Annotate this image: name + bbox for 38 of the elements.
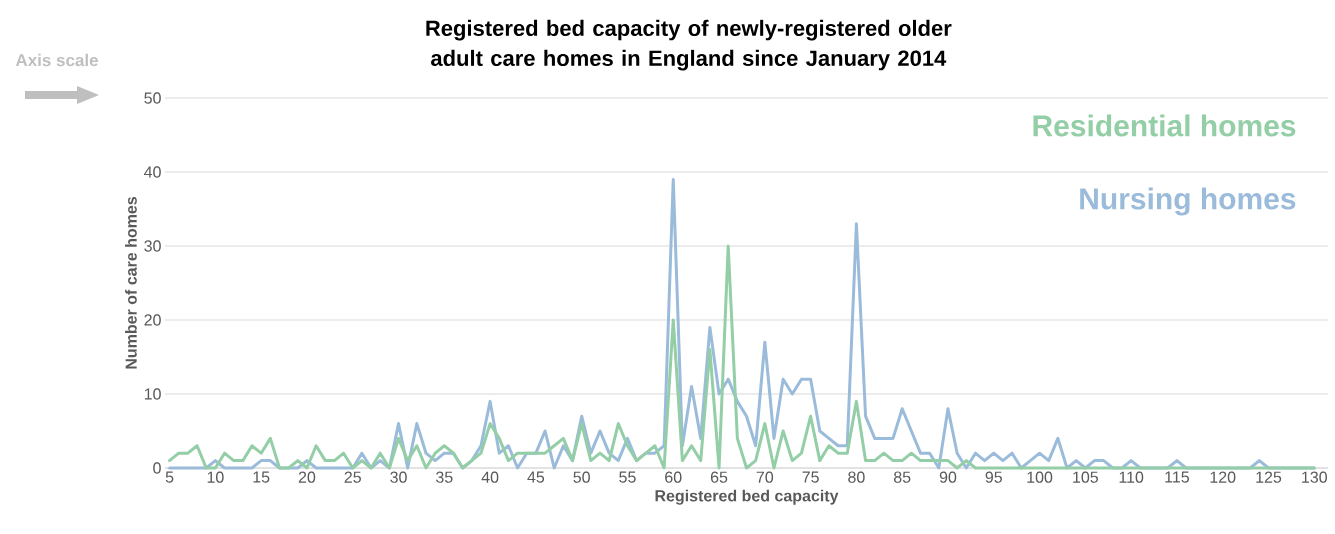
x-tick-label: 20	[298, 471, 316, 483]
x-tick-label: 5	[165, 471, 174, 483]
y-tick-label: 30	[144, 240, 161, 252]
x-tick-label: 30	[390, 471, 407, 483]
x-tick-label: 115	[1165, 471, 1189, 483]
y-axis-title: Number of care homes	[125, 196, 137, 369]
x-tick-label: 130	[1302, 471, 1327, 483]
x-tick-label: 40	[481, 471, 499, 483]
y-tick-label: 40	[144, 166, 161, 178]
y-tick-label: 10	[144, 388, 161, 400]
x-tick-label: 75	[802, 471, 819, 483]
x-tick-label: 80	[848, 471, 865, 483]
x-tick-label: 10	[207, 471, 224, 483]
text: Residential homes	[1033, 114, 1296, 137]
x-tick-label: 45	[527, 471, 545, 483]
x-tick-label: 110	[1119, 471, 1144, 483]
text: Nursing homes	[1080, 187, 1296, 216]
x-tick-label: 125	[1256, 471, 1282, 483]
x-tick-label: 25	[344, 471, 361, 483]
y-tick-label: 20	[144, 314, 161, 326]
y-tick-label: 0	[153, 462, 161, 474]
y-tick-label: 50	[144, 92, 161, 104]
x-tick-label: 60	[665, 471, 682, 483]
x-tick-label: 15	[253, 471, 270, 483]
x-tick-label: 55	[619, 471, 636, 483]
x-tick-label: 50	[573, 471, 590, 483]
x-tick-label: 95	[985, 471, 1002, 483]
x-tick-label: 120	[1210, 471, 1236, 483]
x-tick-label: 85	[893, 471, 911, 483]
text: Axis scale	[15, 53, 98, 67]
chart-title: Registered bed capacity of newly-registered older adult care homes in England since January 2014	[426, 19, 952, 71]
x-axis-title: Registered bed capacity	[655, 489, 839, 505]
x-tick-label: 70	[756, 471, 774, 483]
x-tick-label: 100	[1027, 471, 1053, 483]
x-tick-label: 105	[1073, 471, 1098, 483]
x-tick-label: 35	[436, 471, 453, 483]
x-tick-label: 65	[710, 471, 728, 483]
x-tick-label: 90	[939, 471, 957, 483]
